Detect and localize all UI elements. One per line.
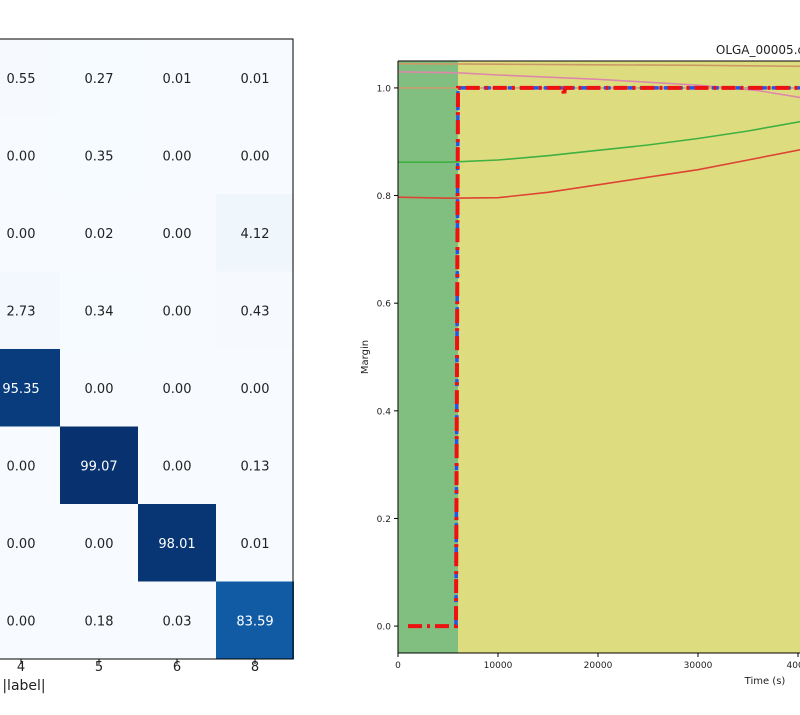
heatmap-cell — [0, 39, 60, 117]
heatmap-cell-label: 0.00 — [163, 304, 192, 319]
heatmap-cell-label: 0.18 — [85, 614, 114, 629]
heatmap-cell — [216, 581, 294, 660]
heatmap-cell-label: 0.00 — [241, 382, 270, 397]
heatmap-cell-label: 0.34 — [85, 304, 114, 319]
plot-x-tick-label: 30000 — [684, 661, 713, 671]
heatmap-cell-label: 0.00 — [7, 537, 36, 552]
heatmap-cell — [138, 116, 216, 195]
heatmap-cell — [216, 349, 294, 427]
plot-y-label: Margin — [360, 340, 371, 374]
heatmap-cell-label: 95.35 — [2, 382, 39, 397]
heatmap-cell — [60, 581, 138, 660]
heatmap-cell — [0, 504, 60, 582]
plot-series-line — [398, 120, 800, 163]
plot-series-group — [398, 62, 800, 629]
heatmap-cell-label: 83.59 — [236, 614, 273, 629]
plot-x-tick-label: 4000 — [787, 661, 800, 671]
heatmap-cell — [138, 39, 216, 117]
heatmap-cell-label: 98.01 — [158, 537, 195, 552]
heatmap-cell-label: 0.01 — [241, 537, 270, 552]
plot-y-tick-label: 0.2 — [377, 515, 391, 525]
heatmap-cell-label: 0.00 — [7, 149, 36, 164]
heatmap-cell — [60, 116, 138, 195]
heatmap-cell — [0, 426, 60, 505]
heatmap-cell-label: 0.01 — [163, 72, 192, 87]
heatmap-cell-label: 0.55 — [7, 72, 36, 87]
heatmap-cell — [216, 116, 294, 195]
heatmap-cell-label: 0.13 — [241, 459, 270, 474]
heatmap-cell — [138, 504, 216, 582]
plot-background-region — [398, 61, 458, 653]
heatmap-cell-label: 0.43 — [241, 304, 270, 319]
confusion-matrix-x-label: |label| — [2, 678, 45, 694]
heatmap-cell — [138, 426, 216, 505]
heatmap-x-tick-label: 8 — [251, 660, 259, 675]
plot-x-tick-label: 0 — [395, 661, 401, 671]
heatmap-cell-label: 0.03 — [163, 614, 192, 629]
plot-series-line — [398, 148, 800, 200]
heatmap-cell — [60, 504, 138, 582]
heatmap-cell — [216, 194, 294, 272]
heatmap-cell — [138, 194, 216, 272]
plot-title: OLGA_00005.c — [716, 43, 800, 57]
plot-background-region — [458, 61, 800, 653]
heatmap-cell-label: 0.00 — [163, 227, 192, 242]
plot-y-tick-label: 1.0 — [377, 84, 392, 94]
heatmap-cell-label: 0.00 — [85, 382, 114, 397]
heatmap-cell-label: 0.00 — [7, 614, 36, 629]
plot-y-tick-label: 0.4 — [377, 407, 392, 417]
heatmap-cell-label: 0.00 — [7, 227, 36, 242]
heatmap-frame — [0, 38, 294, 660]
plot-x-label: Time (s) — [744, 676, 786, 687]
heatmap-x-tick-label: 4 — [17, 660, 25, 675]
heatmap-x-tick-label: 6 — [173, 660, 181, 675]
heatmap-cell — [138, 349, 216, 427]
plot-y-tick-label: 0.0 — [377, 623, 392, 633]
confusion-matrix-axes: 4 5 6 8 — [0, 38, 294, 675]
heatmap-cell-label: 2.73 — [7, 304, 36, 319]
heatmap-cell-label: 0.00 — [163, 459, 192, 474]
heatmap-x-tick-label: 5 — [95, 660, 103, 675]
heatmap-cell — [216, 39, 294, 117]
heatmap-cell-label: 0.00 — [163, 149, 192, 164]
heatmap-cell — [60, 39, 138, 117]
heatmap-cell-label: 0.00 — [163, 382, 192, 397]
heatmap-cell-label: 0.00 — [7, 459, 36, 474]
heatmap-cell — [60, 426, 138, 505]
margin-line-plot: 0.0 0.2 0.4 0.6 0.8 1.0 0 10000 20000 30000 4000 O… — [360, 43, 800, 687]
heatmap-cell-label: 0.35 — [85, 149, 114, 164]
heatmap-cell-label: 0.01 — [241, 72, 270, 87]
heatmap-cell — [216, 271, 294, 350]
heatmap-cell — [0, 581, 60, 660]
heatmap-cell — [60, 271, 138, 350]
plot-y-tick-label: 0.8 — [377, 192, 392, 202]
heatmap-cell-label: 4.12 — [241, 227, 270, 242]
heatmap-cell — [216, 426, 294, 505]
plot-background-regions — [398, 61, 800, 653]
plot-series-line — [398, 62, 800, 68]
plot-y-tick-label: 0.6 — [377, 300, 392, 310]
plot-x-tick-label: 10000 — [484, 661, 513, 671]
plot-series-line — [408, 85, 800, 629]
heatmap-cell — [216, 504, 294, 582]
heatmap-cell-label: 99.07 — [80, 459, 117, 474]
heatmap-cell — [0, 271, 60, 350]
plot-series-line — [398, 71, 800, 99]
heatmap-cell — [60, 194, 138, 272]
confusion-matrix-heatmap: 0.55 0.27 0.01 0.01 0.00 0.35 0.00 0.00 0.00 0.02… — [0, 39, 294, 660]
heatmap-cell — [0, 349, 60, 427]
plot-x-tick-label: 20000 — [584, 661, 613, 671]
heatmap-cell — [0, 116, 60, 195]
heatmap-cell — [138, 581, 216, 660]
heatmap-cell-label: 0.00 — [85, 537, 114, 552]
heatmap-cell-label: 0.27 — [85, 72, 114, 87]
heatmap-cell — [138, 271, 216, 350]
heatmap-cell-label: 0.02 — [85, 227, 114, 242]
heatmap-cell — [60, 349, 138, 427]
heatmap-cell — [0, 194, 60, 272]
heatmap-cell-label: 0.00 — [241, 149, 270, 164]
plot-axes: 0.0 0.2 0.4 0.6 0.8 1.0 0 10000 20000 30000 4000 — [377, 60, 800, 671]
